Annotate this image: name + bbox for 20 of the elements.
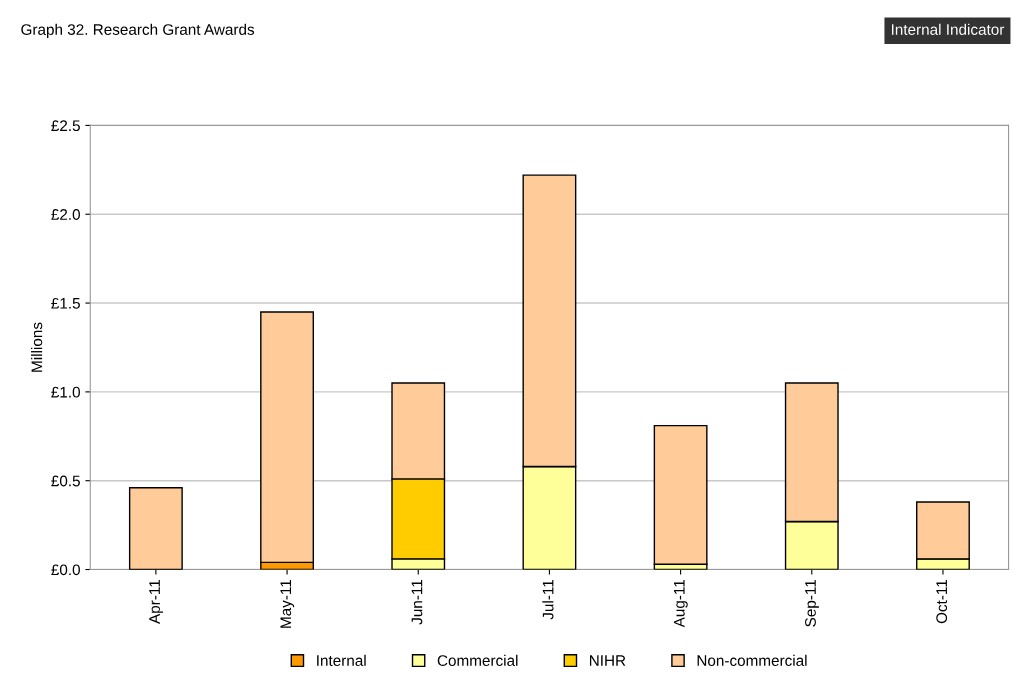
y-tick-label: £2.5 bbox=[51, 120, 80, 132]
x-tick-label: Oct-11 bbox=[936, 579, 948, 624]
x-tick-label: Jun-11 bbox=[411, 579, 423, 625]
legend-label: Internal bbox=[317, 654, 366, 666]
legend-label: NIHR bbox=[589, 655, 626, 666]
x-tick-label: May-11 bbox=[280, 579, 295, 628]
y-tick-label: £1.0 bbox=[51, 386, 80, 398]
y-tick-label: £0.5 bbox=[51, 475, 80, 487]
x-tick-label: Apr-11 bbox=[149, 579, 163, 624]
x-tick-label: Jul-11 bbox=[542, 579, 554, 620]
text: Internal Indicator bbox=[891, 23, 1005, 35]
y-tick-label: £0.0 bbox=[51, 564, 80, 576]
chart-title: Graph 32. Research Grant Awards bbox=[21, 23, 255, 38]
y-axis-title: Millions bbox=[31, 322, 43, 372]
x-tick-label: Sep-11 bbox=[805, 579, 819, 627]
legend-label: Non-commercial bbox=[697, 654, 807, 666]
x-tick-label: Aug-11 bbox=[674, 579, 688, 628]
legend-label: Commercial bbox=[437, 654, 518, 666]
y-tick-label: £1.5 bbox=[51, 297, 80, 309]
y-tick-label: £2.0 bbox=[51, 209, 80, 220]
